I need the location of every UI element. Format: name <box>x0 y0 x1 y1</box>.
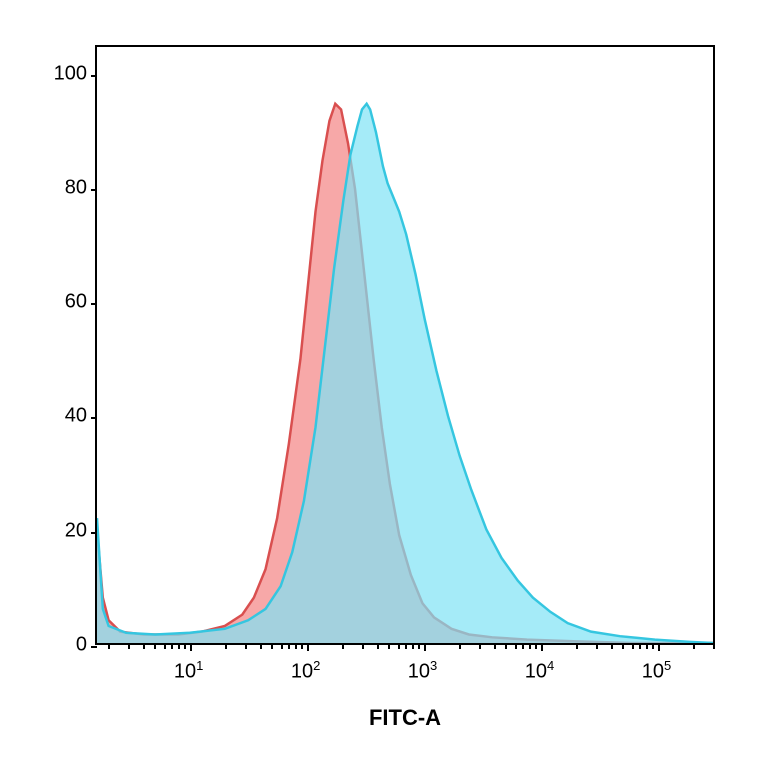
x-minor-tick-mark <box>639 643 641 649</box>
y-tick-mark <box>91 189 97 191</box>
x-minor-tick-mark <box>459 643 461 649</box>
y-tick-mark <box>91 303 97 305</box>
x-minor-tick-mark <box>652 643 654 649</box>
x-minor-tick-mark <box>288 643 290 649</box>
x-minor-tick-mark <box>494 643 496 649</box>
x-minor-tick-mark <box>388 643 390 649</box>
chart-container: Normalized To Mode FITC-A 020406080100 1… <box>0 0 764 764</box>
x-minor-tick-mark <box>225 643 227 649</box>
x-minor-tick-mark <box>405 643 407 649</box>
x-minor-tick-mark <box>171 643 173 649</box>
x-minor-tick-mark <box>576 643 578 649</box>
x-tick-mark <box>190 643 192 651</box>
y-tick-label: 0 <box>76 634 87 657</box>
x-minor-tick-mark <box>184 643 186 649</box>
x-tick-label: 105 <box>642 658 671 684</box>
x-minor-tick-mark <box>108 643 110 649</box>
y-tick-mark <box>91 532 97 534</box>
x-minor-tick-mark <box>301 643 303 649</box>
series-fill-blue <box>97 104 713 643</box>
y-tick-label: 80 <box>65 176 87 199</box>
x-axis-label: FITC-A <box>95 705 715 731</box>
y-tick-mark <box>91 417 97 419</box>
y-tick-mark <box>91 75 97 77</box>
y-tick-label: 60 <box>65 291 87 314</box>
x-minor-tick-mark <box>418 643 420 649</box>
x-minor-tick-mark <box>693 643 695 649</box>
x-minor-tick-mark <box>154 643 156 649</box>
x-minor-tick-mark <box>596 643 598 649</box>
x-minor-tick-mark <box>522 643 524 649</box>
x-tick-label: 102 <box>291 658 320 684</box>
x-minor-tick-mark <box>295 643 297 649</box>
y-tick-label: 100 <box>54 62 87 85</box>
y-tick-label: 40 <box>65 405 87 428</box>
x-minor-tick-mark <box>362 643 364 649</box>
x-minor-tick-mark <box>412 643 414 649</box>
x-minor-tick-mark <box>622 643 624 649</box>
x-minor-tick-mark <box>245 643 247 649</box>
x-minor-tick-mark <box>611 643 613 649</box>
x-minor-tick-mark <box>529 643 531 649</box>
x-minor-tick-mark <box>377 643 379 649</box>
x-minor-tick-mark <box>143 643 145 649</box>
x-minor-tick-mark <box>164 643 166 649</box>
x-minor-tick-mark <box>505 643 507 649</box>
x-minor-tick-mark <box>281 643 283 649</box>
x-tick-mark <box>424 643 426 651</box>
x-minor-tick-mark <box>271 643 273 649</box>
x-minor-tick-mark <box>632 643 634 649</box>
x-tick-mark <box>307 643 309 651</box>
x-minor-tick-mark <box>398 643 400 649</box>
x-minor-tick-mark <box>178 643 180 649</box>
histogram-svg <box>97 47 713 643</box>
x-tick-mark <box>658 643 660 651</box>
x-tick-label: 104 <box>525 658 554 684</box>
x-minor-tick-mark <box>260 643 262 649</box>
x-tick-label: 101 <box>174 658 203 684</box>
x-minor-tick-mark <box>128 643 130 649</box>
x-tick-mark <box>541 643 543 651</box>
x-minor-tick-mark <box>535 643 537 649</box>
y-tick-label: 20 <box>65 519 87 542</box>
x-minor-tick-mark <box>515 643 517 649</box>
x-minor-tick-mark <box>646 643 648 649</box>
y-tick-mark <box>91 646 97 648</box>
x-minor-tick-mark <box>713 643 715 649</box>
plot-area <box>95 45 715 645</box>
x-minor-tick-mark <box>479 643 481 649</box>
x-tick-label: 103 <box>408 658 437 684</box>
x-minor-tick-mark <box>342 643 344 649</box>
